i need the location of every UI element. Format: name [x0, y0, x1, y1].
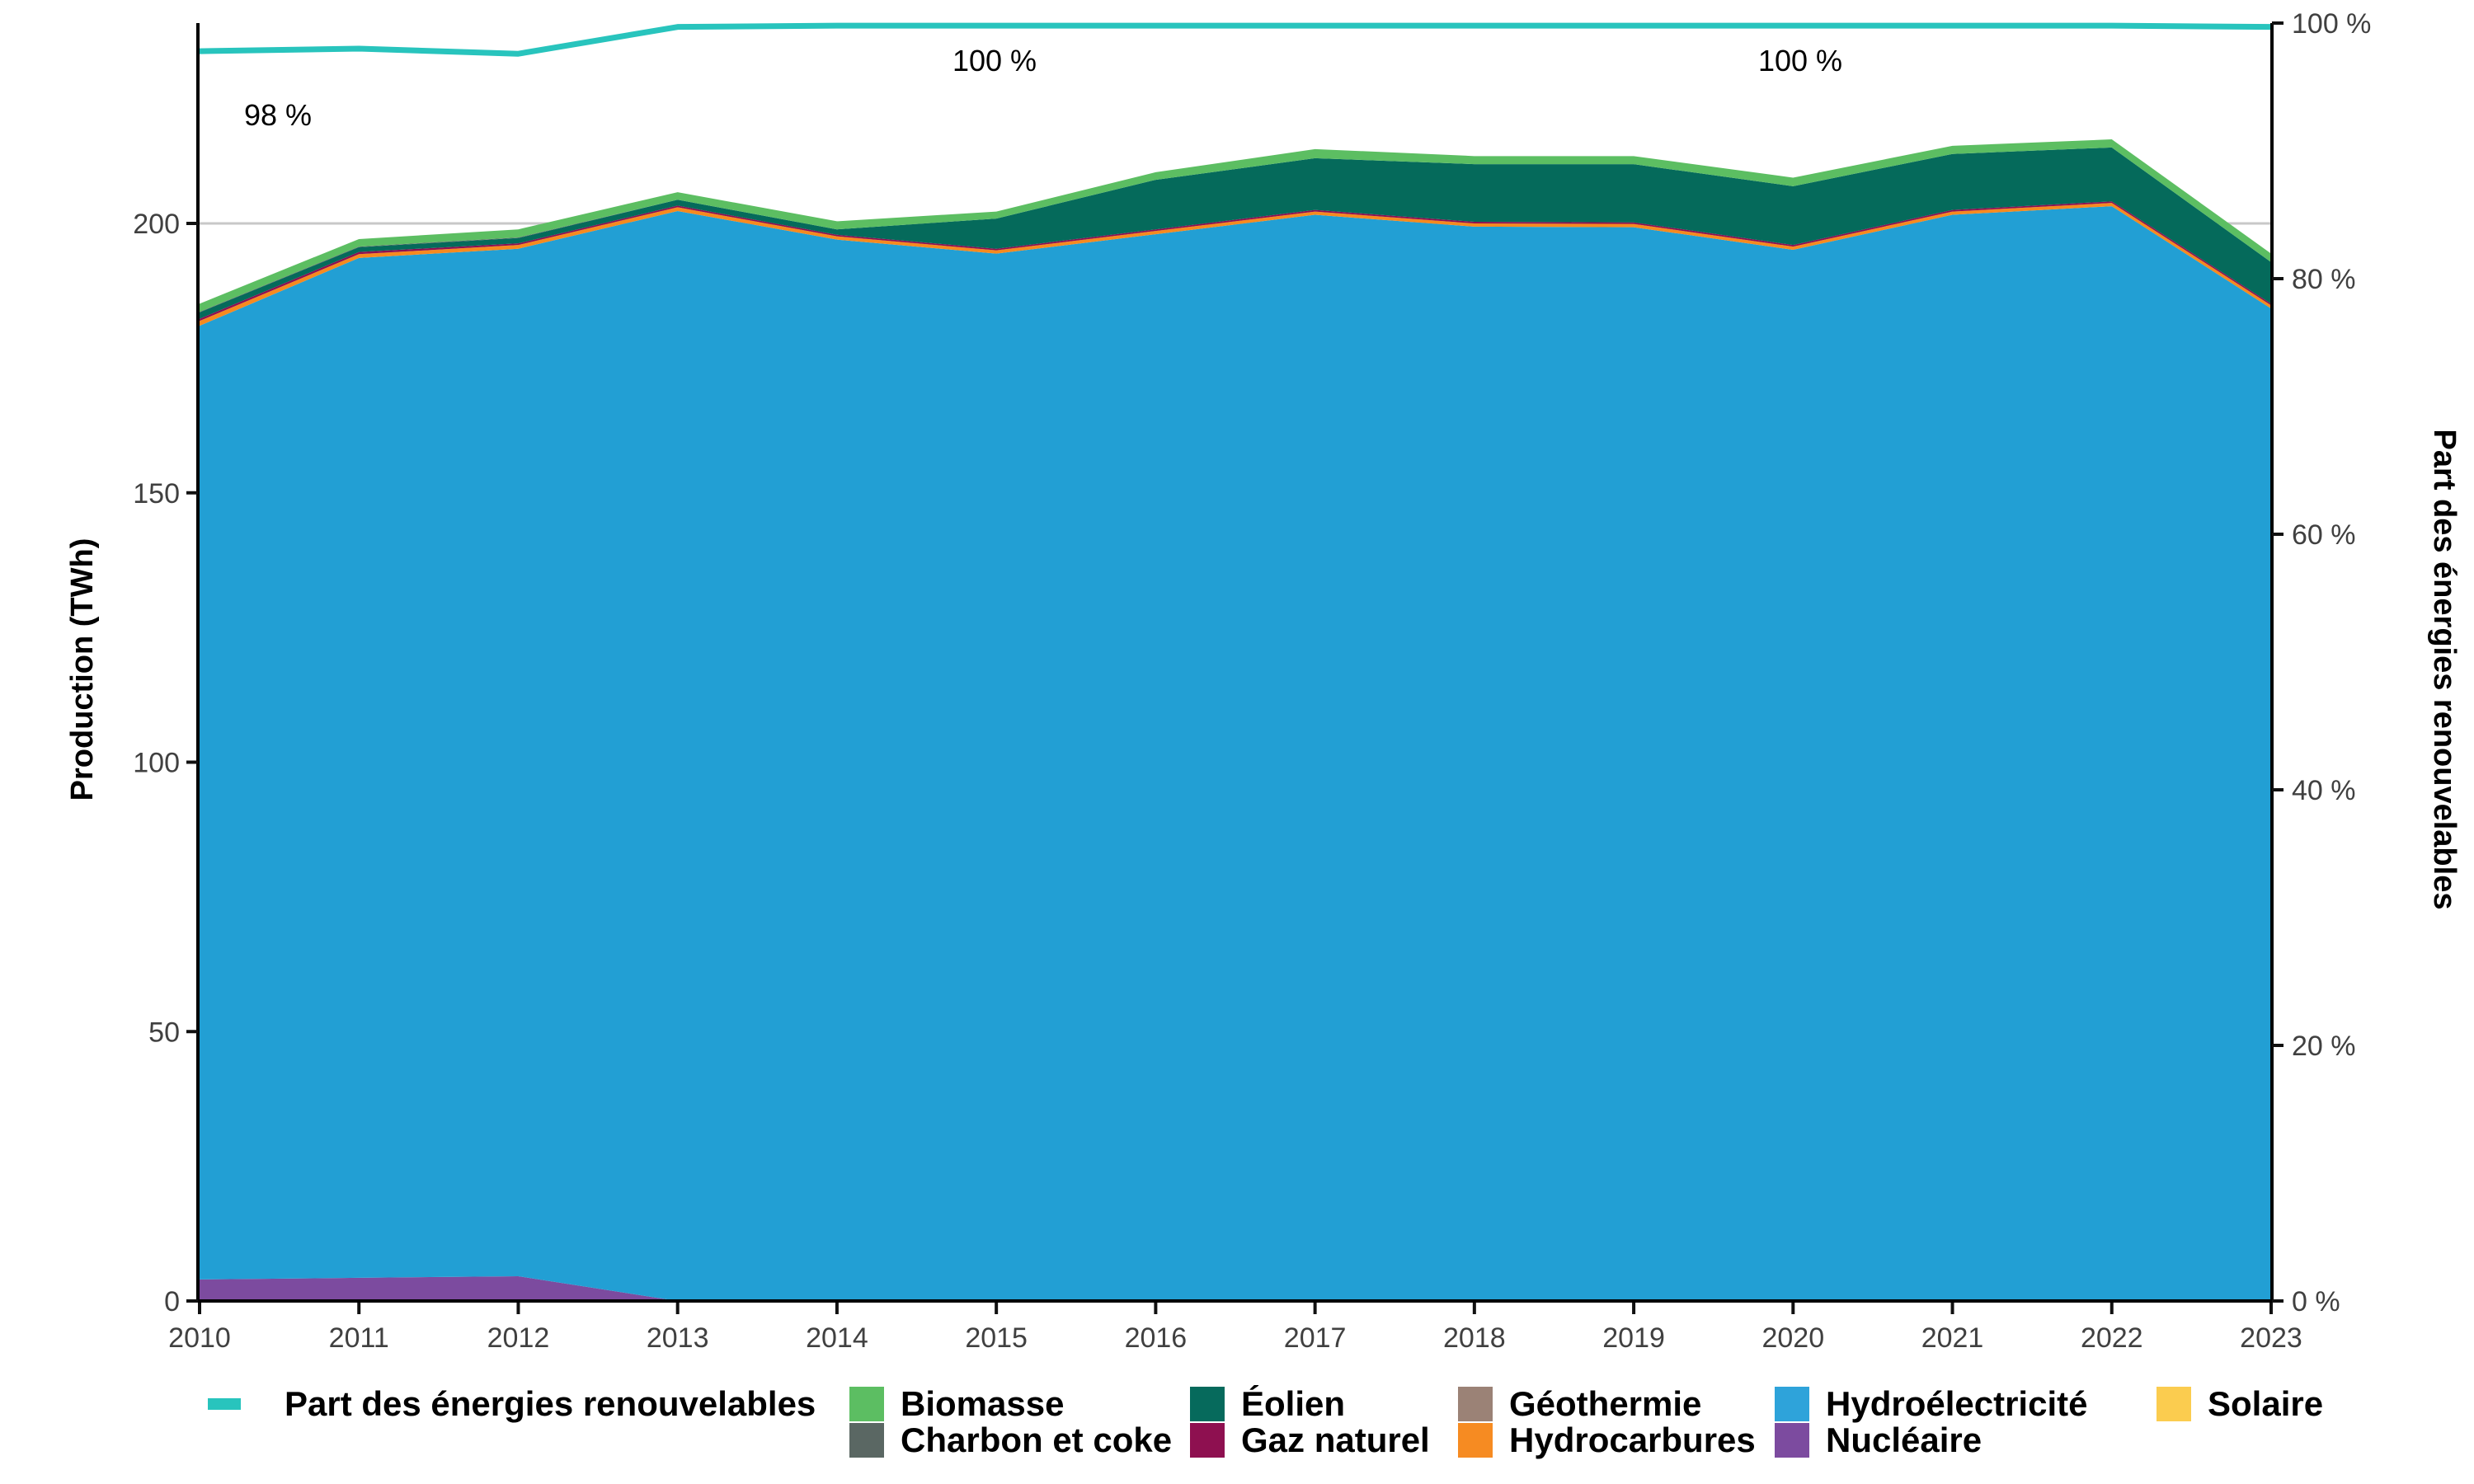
- left-tick-label-0: 0: [164, 1286, 180, 1317]
- legend-label-hydro-lectricit-: Hydroélectricité: [1826, 1384, 2087, 1423]
- legend-label-solaire: Solaire: [2208, 1384, 2323, 1423]
- legend-swatch-g-othermie: [1458, 1387, 1493, 1421]
- left-axis-title: Production (TWh): [65, 538, 100, 801]
- area-nucl-aire: [200, 1275, 2271, 1301]
- renewable-share-line: [199, 22, 2272, 57]
- x-tick-label-2014: 2014: [806, 1322, 868, 1354]
- legend-key-part-des-energies-renouvelables: [208, 1398, 241, 1410]
- x-tick-label-2012: 2012: [487, 1322, 550, 1354]
- left-tick-label-100: 100: [133, 748, 180, 779]
- legend-swatch-solaire: [2157, 1387, 2191, 1421]
- legend: Part des énergies renouvelables Biomasse É…: [208, 1384, 2323, 1459]
- right-tick-label-0: 0 %: [2292, 1286, 2340, 1317]
- legend-swatch-nucl-aire: [1775, 1423, 1809, 1458]
- right-tick-label-100: 100 %: [2292, 8, 2371, 40]
- legend-label-nucl-aire: Nucléaire: [1826, 1421, 1982, 1459]
- value-annotations: 98 % 100 % 100 %: [244, 44, 1842, 132]
- area--olien: [200, 147, 2271, 319]
- right-tick-label-80: 80 %: [2292, 264, 2356, 295]
- x-tick-label-2015: 2015: [965, 1322, 1028, 1354]
- x-tick-label-2021: 2021: [1921, 1322, 1984, 1354]
- x-tick-label-2010: 2010: [168, 1322, 231, 1354]
- legend-label-gaz-naturel: Gaz naturel: [1241, 1421, 1430, 1459]
- annotation-1: 100 %: [952, 44, 1037, 77]
- axes: [196, 23, 2274, 1303]
- right-tick-label-40: 40 %: [2292, 775, 2356, 806]
- x-tick-label-2023: 2023: [2240, 1322, 2302, 1354]
- right-tick-label-20: 20 %: [2292, 1031, 2356, 1062]
- x-tick-label-2016: 2016: [1125, 1322, 1188, 1354]
- legend-label-charbon-et-coke: Charbon et coke: [901, 1421, 1172, 1459]
- annotation-0: 98 %: [244, 98, 312, 132]
- right-axis-title: Part des énergies renouvelables: [2427, 430, 2462, 910]
- area-hydro-lectricit-: [200, 206, 2271, 1301]
- legend-label-g-othermie: Géothermie: [1509, 1384, 1701, 1423]
- legend-swatch-hydrocarbures: [1458, 1423, 1493, 1458]
- left-tick-label-50: 50: [148, 1017, 180, 1048]
- axis-ticks-and-labels: 0 50 100 150 200 0 % 20 % 40 % 60 % 80 % 100 % 2010…: [133, 8, 2371, 1354]
- legend-swatch-hydro-lectricit-: [1775, 1387, 1809, 1421]
- legend-label-biomasse: Biomasse: [901, 1384, 1064, 1423]
- legend-label-hydrocarbures: Hydrocarbures: [1509, 1421, 1756, 1459]
- legend-swatch-charbon-et-coke: [849, 1423, 884, 1458]
- legend-swatch-gaz-naturel: [1190, 1423, 1225, 1458]
- x-tick-label-2017: 2017: [1284, 1322, 1347, 1354]
- x-tick-label-2020: 2020: [1761, 1322, 1824, 1354]
- legend-swatch-biomasse: [849, 1387, 884, 1421]
- x-tick-label-2011: 2011: [329, 1322, 389, 1354]
- x-tick-label-2019: 2019: [1602, 1322, 1665, 1354]
- x-tick-label-2022: 2022: [2081, 1322, 2143, 1354]
- x-tick-label-2013: 2013: [647, 1322, 709, 1354]
- stacked-areas: [200, 139, 2271, 1301]
- renewable-share-polyline: [199, 22, 2272, 57]
- legend-swatch--olien: [1190, 1387, 1225, 1421]
- left-tick-label-200: 200: [133, 209, 180, 240]
- legend-label--olien: Éolien: [1241, 1384, 1345, 1423]
- x-tick-label-2018: 2018: [1443, 1322, 1506, 1354]
- legend-label-part-des-energies-renouvelables: Part des énergies renouvelables: [285, 1384, 816, 1423]
- left-tick-label-150: 150: [133, 478, 180, 510]
- right-tick-label-60: 60 %: [2292, 519, 2356, 551]
- annotation-2: 100 %: [1758, 44, 1842, 77]
